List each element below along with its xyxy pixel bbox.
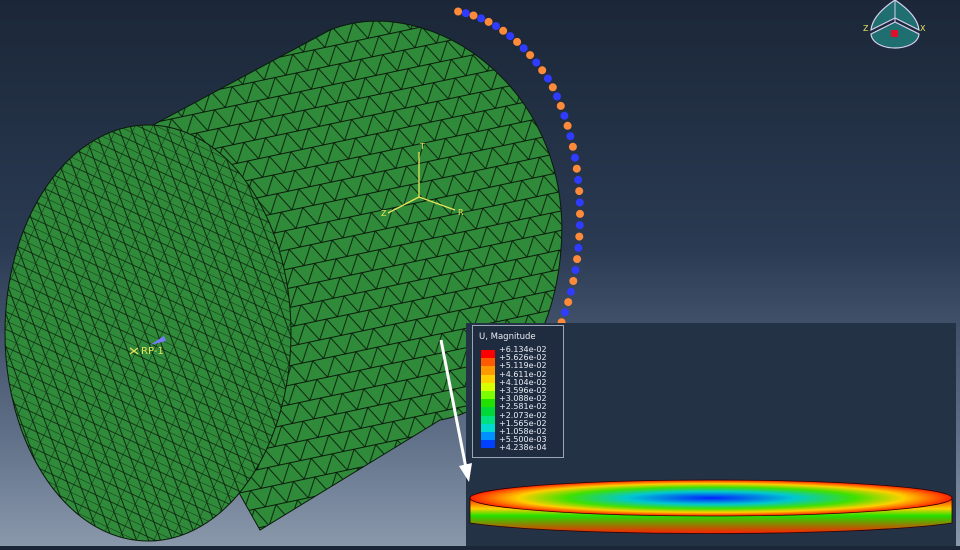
bc-marker [574, 175, 583, 184]
legend-band [481, 366, 495, 375]
legend-band [481, 431, 495, 441]
legend-band [481, 390, 495, 400]
legend-color-bands [481, 350, 495, 449]
bc-marker [566, 287, 575, 296]
bc-marker [561, 308, 569, 317]
legend-band [481, 358, 495, 367]
legend-band [481, 415, 495, 424]
bc-marker [571, 153, 579, 162]
triad-r-label: R [458, 208, 464, 217]
bc-marker [526, 51, 535, 60]
legend-value: +5.500e-03 [499, 435, 547, 445]
legend-band [481, 350, 495, 359]
bc-marker [575, 187, 584, 196]
legend-value: +4.611e-02 [499, 369, 547, 379]
legend-band [481, 440, 495, 449]
bc-marker [563, 121, 572, 130]
bc-marker [538, 66, 547, 75]
bc-marker [492, 22, 500, 31]
bc-marker [461, 9, 470, 18]
bc-marker [571, 266, 580, 275]
view-cube-z-label: Z [863, 24, 869, 33]
bc-marker [575, 232, 584, 241]
contour-legend[interactable]: U, Magnitude +6.134e-02 +5.626e-02 +5.119e… [472, 325, 564, 458]
rp-label: RP-1 [141, 346, 164, 357]
view-cube-center-marker [891, 30, 898, 37]
bc-marker [575, 221, 584, 230]
coordinate-triad: T R Z [381, 142, 464, 218]
bc-marker [568, 142, 577, 151]
legend-value: +2.073e-02 [499, 410, 547, 420]
legend-band [481, 399, 495, 408]
cylinder-end-face [4, 124, 292, 542]
bc-marker [560, 111, 569, 120]
bc-marker [513, 37, 522, 46]
disc-top [469, 479, 953, 517]
legend-value: +2.581e-02 [499, 402, 547, 412]
bc-marker [564, 298, 573, 307]
view-cube[interactable]: Z X [863, 0, 926, 49]
legend-value: +3.088e-02 [499, 394, 547, 404]
legend-value: +1.058e-02 [499, 427, 547, 437]
bc-marker [532, 58, 541, 67]
bc-marker [553, 92, 561, 101]
bc-marker [548, 83, 557, 92]
legend-value: +6.134e-02 [499, 345, 547, 354]
view-cube-x-label: X [920, 24, 926, 33]
bc-marker [566, 132, 575, 141]
legend-values: +6.134e-02 +5.626e-02 +5.119e-02 +4.611e-02… [499, 345, 547, 453]
legend-title: U, Magnitude [479, 332, 536, 342]
bc-marker [576, 209, 584, 218]
bc-marker [543, 74, 552, 83]
deformed-disc-view [469, 479, 953, 534]
cylinder-part[interactable] [4, 20, 563, 542]
bc-marker [477, 14, 486, 23]
legend-value: +5.626e-02 [499, 353, 547, 363]
legend-band [481, 382, 495, 391]
legend-band [481, 374, 495, 383]
rp-arrow-icon [150, 336, 166, 345]
bc-marker [484, 17, 493, 26]
bc-marker [519, 44, 528, 53]
bc-marker [506, 32, 515, 41]
reference-point[interactable]: RP-1 [129, 336, 166, 357]
triad-z-label: Z [381, 209, 387, 218]
legend-value: +4.104e-02 [499, 377, 547, 387]
bc-marker [469, 11, 478, 20]
legend-band [481, 407, 495, 416]
bc-marker [575, 198, 584, 207]
bc-marker [454, 7, 463, 16]
legend-value: +4.238e-04 [499, 443, 547, 453]
bc-marker [499, 26, 508, 35]
legend-value: +5.119e-02 [499, 361, 547, 371]
legend-band [481, 423, 495, 432]
bc-marker [573, 255, 582, 264]
triad-t-label: T [419, 142, 425, 151]
bc-marker [572, 164, 581, 173]
legend-value: +3.596e-02 [499, 386, 547, 396]
legend-value: +1.565e-02 [499, 418, 547, 428]
bc-marker [574, 243, 583, 252]
bc-marker [569, 277, 578, 285]
bc-marker [556, 101, 565, 110]
